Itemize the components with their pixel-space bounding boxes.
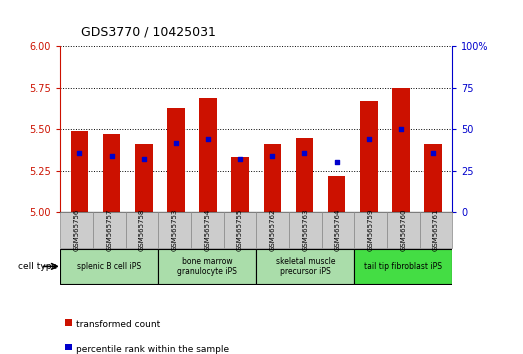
- FancyBboxPatch shape: [158, 249, 256, 284]
- Point: [429, 150, 437, 155]
- Text: GDS3770 / 10425031: GDS3770 / 10425031: [81, 26, 216, 39]
- Text: GSM565760: GSM565760: [401, 209, 406, 251]
- Point: [268, 153, 277, 159]
- Text: GSM565764: GSM565764: [335, 209, 341, 251]
- Text: transformed count: transformed count: [76, 320, 160, 329]
- Bar: [295, 137, 313, 212]
- FancyBboxPatch shape: [355, 249, 452, 284]
- Text: skeletal muscle
precursor iPS: skeletal muscle precursor iPS: [276, 257, 335, 276]
- Bar: [360, 101, 378, 212]
- Text: cell type: cell type: [18, 262, 58, 271]
- Text: GSM565757: GSM565757: [106, 209, 112, 251]
- Bar: [392, 87, 410, 212]
- Bar: [264, 144, 281, 212]
- Point: [333, 160, 341, 165]
- Point: [75, 150, 84, 155]
- Point: [172, 140, 180, 145]
- Bar: [199, 98, 217, 212]
- Point: [204, 136, 212, 142]
- Text: GSM565763: GSM565763: [302, 209, 308, 251]
- Text: bone marrow
granulocyte iPS: bone marrow granulocyte iPS: [177, 257, 237, 276]
- Text: GSM565753: GSM565753: [172, 209, 177, 251]
- Text: tail tip fibroblast iPS: tail tip fibroblast iPS: [365, 262, 442, 271]
- Text: GSM565758: GSM565758: [139, 209, 145, 251]
- Bar: [231, 158, 249, 212]
- Bar: [103, 134, 120, 212]
- Bar: [135, 144, 153, 212]
- Point: [140, 156, 148, 162]
- Point: [107, 153, 116, 159]
- Text: percentile rank within the sample: percentile rank within the sample: [76, 345, 229, 354]
- Text: GSM565759: GSM565759: [368, 209, 373, 251]
- Point: [236, 156, 244, 162]
- Point: [397, 126, 405, 132]
- Bar: [71, 131, 88, 212]
- Text: GSM565761: GSM565761: [433, 209, 439, 251]
- Text: splenic B cell iPS: splenic B cell iPS: [77, 262, 141, 271]
- Text: GSM565755: GSM565755: [237, 209, 243, 251]
- FancyBboxPatch shape: [60, 249, 158, 284]
- FancyBboxPatch shape: [256, 249, 355, 284]
- Bar: [424, 144, 442, 212]
- Text: GSM565762: GSM565762: [270, 209, 276, 251]
- Point: [365, 136, 373, 142]
- Bar: [328, 176, 346, 212]
- Text: GSM565754: GSM565754: [204, 209, 210, 251]
- Text: GSM565756: GSM565756: [74, 209, 79, 251]
- Bar: [167, 108, 185, 212]
- Point: [300, 150, 309, 155]
